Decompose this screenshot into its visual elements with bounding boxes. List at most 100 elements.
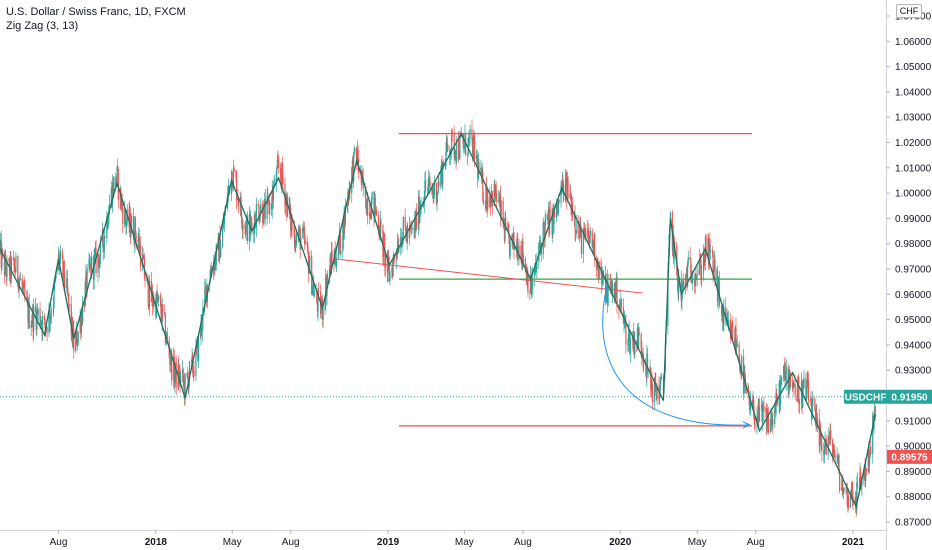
candle-body xyxy=(870,447,872,455)
candle-body xyxy=(66,278,68,289)
candle-body xyxy=(24,286,26,298)
candle-body xyxy=(164,311,166,314)
candle-body xyxy=(646,354,649,371)
candle-body xyxy=(6,259,8,277)
candle-body xyxy=(188,379,190,390)
candle-body xyxy=(104,237,106,239)
candle-body xyxy=(144,277,146,282)
candle-body xyxy=(610,282,612,288)
candle-body xyxy=(516,242,518,252)
candle-body xyxy=(566,174,568,200)
candle-body xyxy=(400,236,402,248)
candle-body xyxy=(155,292,158,317)
candle-body xyxy=(638,332,640,349)
candle-body xyxy=(578,235,581,239)
candle-body xyxy=(298,228,300,237)
candle-body xyxy=(8,259,10,261)
candle-body xyxy=(547,214,549,220)
candle-body xyxy=(587,228,589,238)
candle-body xyxy=(825,439,827,441)
candle-body xyxy=(821,444,823,451)
candle-body xyxy=(432,189,434,195)
candle-body xyxy=(81,314,83,323)
y-tick-label: 0.94000 xyxy=(895,340,932,351)
candle-body xyxy=(749,399,752,410)
candle-body xyxy=(522,241,524,262)
candle-body xyxy=(400,236,402,247)
candle-body xyxy=(854,497,857,505)
candle-body xyxy=(868,456,871,466)
candle-body xyxy=(447,144,449,151)
candle-body xyxy=(807,380,810,401)
candle-body xyxy=(440,163,443,172)
y-tick-label: 0.96000 xyxy=(895,290,932,301)
candle-body xyxy=(553,210,555,225)
candle-body xyxy=(609,282,611,284)
current-price-label: 0.89575 xyxy=(891,452,928,463)
candle-body xyxy=(236,178,238,201)
candle-body xyxy=(142,253,144,260)
candle-body xyxy=(411,228,413,229)
candle-body xyxy=(40,322,42,324)
candle-body xyxy=(278,161,280,168)
candle-body xyxy=(258,220,261,222)
candle-body xyxy=(842,483,844,495)
candle-body xyxy=(80,318,82,333)
candle-body xyxy=(757,403,759,424)
candle-body xyxy=(780,379,782,384)
candle-body xyxy=(829,429,831,439)
candle-body xyxy=(451,131,453,150)
candle-body xyxy=(204,287,207,289)
candle-body xyxy=(248,214,250,242)
candle-body xyxy=(231,171,233,188)
candle-body xyxy=(701,273,703,280)
candle-body xyxy=(547,209,549,220)
candle-body xyxy=(262,222,264,224)
candle-body xyxy=(5,270,7,277)
candle-body xyxy=(426,188,429,190)
candle-body xyxy=(601,271,603,284)
current-price-tag xyxy=(887,449,932,464)
candle-body xyxy=(213,261,215,275)
candle-body xyxy=(543,223,545,229)
candle-body xyxy=(373,191,375,218)
candle-body xyxy=(838,455,840,474)
candle-body xyxy=(213,261,215,271)
candle-body xyxy=(165,340,167,343)
candles xyxy=(0,119,876,518)
y-tick-label: 1.02000 xyxy=(895,138,932,149)
symbol-title[interactable]: U.S. Dollar / Swiss Franc, 1D, FXCM xyxy=(6,6,186,18)
candle-body xyxy=(534,262,537,270)
price-axis[interactable]: 1.070001.060001.050001.040001.030001.020… xyxy=(886,0,932,550)
candle-body xyxy=(143,256,145,278)
candle-body xyxy=(655,382,657,393)
candle-body xyxy=(122,207,124,225)
candle-body xyxy=(366,199,368,215)
candle-body xyxy=(530,275,532,293)
x-tick-label: Aug xyxy=(514,537,532,548)
candle-body xyxy=(774,406,776,425)
currency-label[interactable]: CHF xyxy=(896,4,922,18)
candle-body xyxy=(722,311,724,324)
candle-body xyxy=(505,218,507,229)
candle-body xyxy=(316,302,319,312)
candle-body xyxy=(183,379,186,397)
candle-body xyxy=(402,217,404,237)
y-tick-label: 0.91000 xyxy=(895,416,932,427)
candle-body xyxy=(481,172,483,178)
candle-body xyxy=(636,327,638,343)
candle-body xyxy=(263,200,265,224)
indicator-label[interactable]: Zig Zag (3, 13) xyxy=(6,20,79,32)
candle-body xyxy=(63,261,65,276)
candle-body xyxy=(466,154,469,156)
candle-body xyxy=(9,255,11,276)
candle-body xyxy=(814,398,816,410)
candle-body xyxy=(295,243,297,245)
candle-body xyxy=(769,419,771,433)
candle-body xyxy=(741,356,743,374)
candle-body xyxy=(0,239,2,268)
time-axis[interactable]: Aug 2018 May Aug 2019 May Aug 2020 May Aug 2021 xyxy=(0,530,886,548)
candle-body xyxy=(361,171,364,178)
candle-body xyxy=(676,274,679,282)
